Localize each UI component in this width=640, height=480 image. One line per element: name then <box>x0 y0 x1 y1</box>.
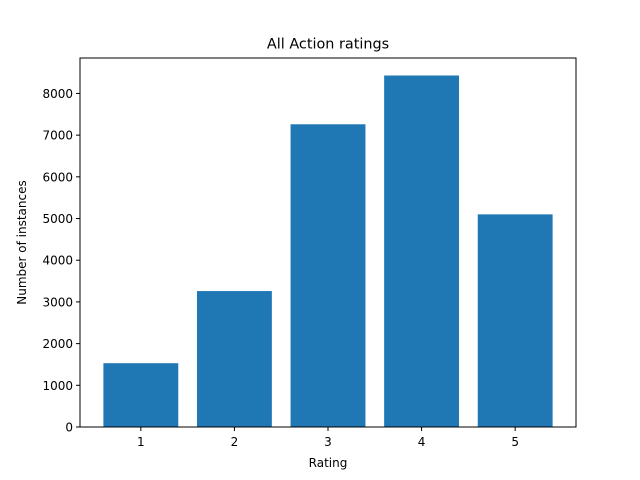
y-tick-label: 3000 <box>42 295 73 309</box>
x-tick-label: 1 <box>137 435 145 449</box>
x-tick-label: 5 <box>511 435 519 449</box>
chart-title: All Action ratings <box>267 37 389 53</box>
y-axis-ticks: 0 1000 2000 3000 4000 5000 6000 7000 8000 <box>42 87 80 435</box>
y-tick-label: 0 <box>65 421 73 435</box>
bar-rating-5 <box>477 214 553 427</box>
y-tick-label: 2000 <box>42 337 73 351</box>
bar-rating-3 <box>290 124 366 427</box>
bar-rating-1 <box>103 363 179 427</box>
x-axis-ticks: 1 2 3 4 5 <box>137 427 519 449</box>
y-tick-label: 6000 <box>42 170 73 184</box>
bar-rating-2 <box>196 291 272 427</box>
x-tick-label: 4 <box>418 435 426 449</box>
y-tick-label: 7000 <box>42 129 73 143</box>
y-tick-label: 4000 <box>42 254 73 268</box>
x-axis-label: Rating <box>309 456 348 470</box>
bars <box>103 75 553 427</box>
y-axis-label: Number of instances <box>15 180 29 305</box>
y-tick-label: 8000 <box>42 87 73 101</box>
y-tick-label: 1000 <box>42 379 73 393</box>
x-tick-label: 2 <box>231 435 239 449</box>
y-tick-label: 5000 <box>42 212 73 226</box>
bar-rating-4 <box>384 75 460 427</box>
x-tick-label: 3 <box>324 435 332 449</box>
